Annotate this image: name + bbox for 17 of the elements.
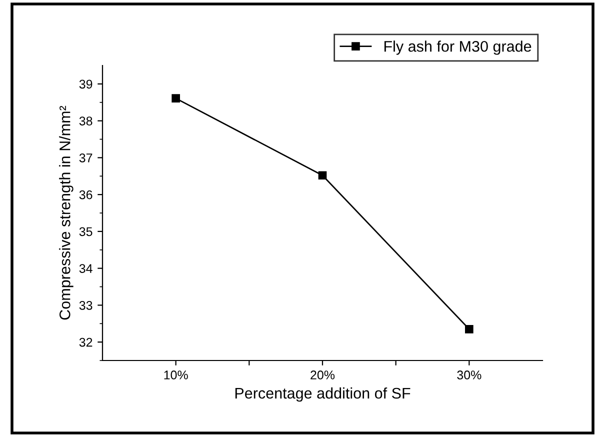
y-axis-title: Compressive strength in N/mm² bbox=[59, 106, 74, 320]
x-tick-label: 30% bbox=[457, 370, 482, 380]
x-tick-label: 20% bbox=[310, 370, 335, 380]
legend-label: Fly ash for M30 grade bbox=[384, 40, 532, 55]
y-tick-label: 37 bbox=[79, 153, 92, 162]
point bbox=[318, 171, 327, 180]
point bbox=[172, 94, 180, 102]
y-tick-label: 33 bbox=[79, 300, 92, 310]
y-tick-label: 32 bbox=[79, 338, 92, 347]
y-tick-label: 34 bbox=[79, 264, 92, 273]
point bbox=[465, 324, 474, 334]
x-axis-title: Percentage addition of SF bbox=[235, 387, 410, 402]
y-tick-label: 38 bbox=[79, 116, 92, 126]
y-tick-label: 36 bbox=[79, 190, 92, 200]
x-tick-label: 10% bbox=[164, 370, 188, 380]
y-tick-label: 39 bbox=[79, 80, 92, 89]
y-tick-label: 35 bbox=[79, 227, 92, 236]
